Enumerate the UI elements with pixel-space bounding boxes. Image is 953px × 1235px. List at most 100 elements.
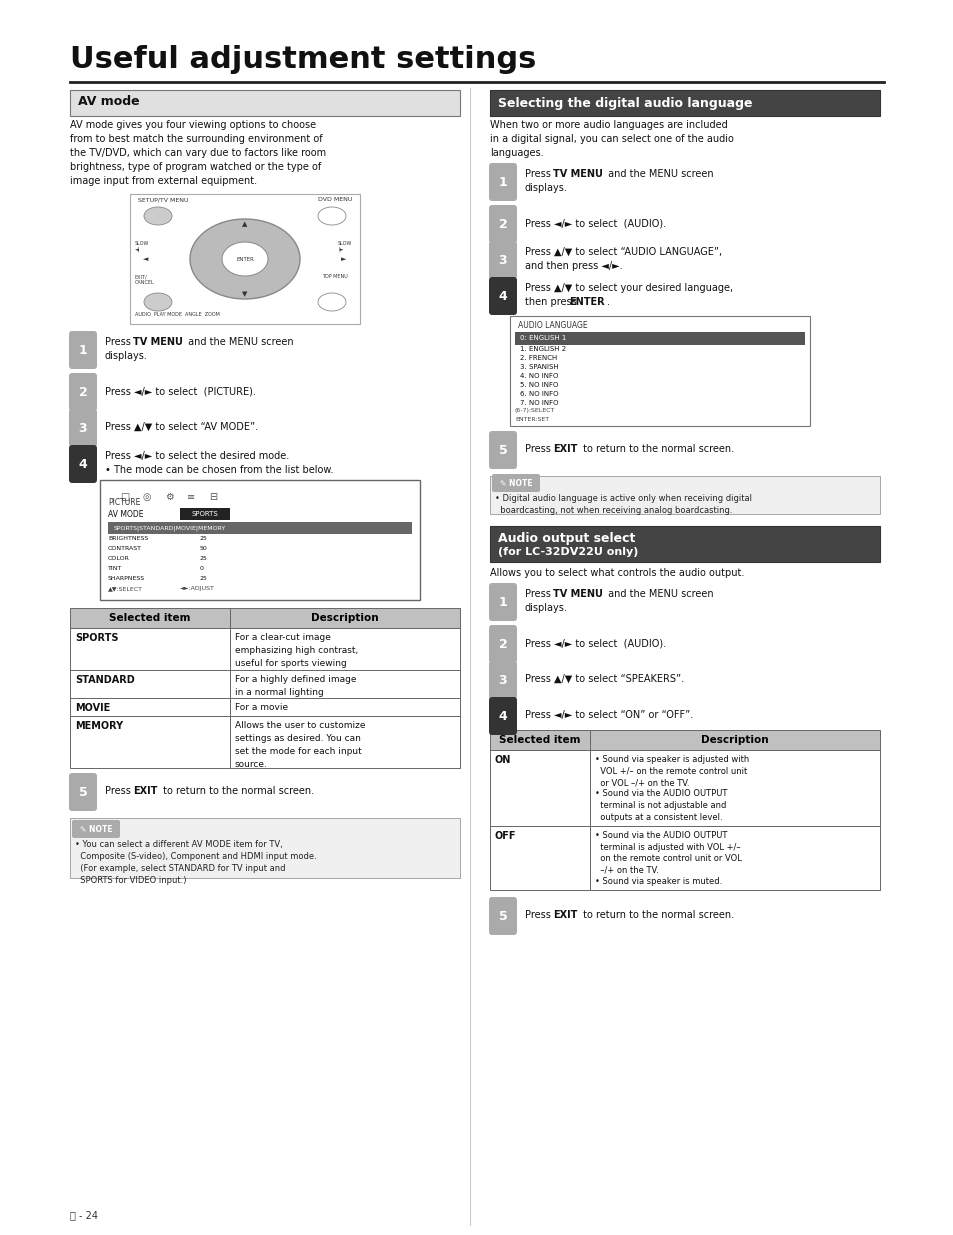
- Bar: [70, 818, 459, 878]
- Text: 5: 5: [498, 909, 507, 923]
- FancyBboxPatch shape: [489, 241, 517, 279]
- Text: AV mode gives you four viewing options to choose: AV mode gives you four viewing options t…: [70, 120, 315, 130]
- Bar: [108, 522, 412, 534]
- Text: For a highly defined image: For a highly defined image: [234, 676, 356, 684]
- Bar: [130, 194, 359, 324]
- Text: terminal is adjusted with VOL +/–: terminal is adjusted with VOL +/–: [595, 842, 740, 851]
- Text: Description: Description: [700, 735, 768, 745]
- Ellipse shape: [144, 207, 172, 225]
- Bar: [180, 508, 230, 520]
- Text: ◄: ◄: [143, 256, 149, 262]
- Text: ►: ►: [341, 256, 346, 262]
- Text: Allows you to select what controls the audio output.: Allows you to select what controls the a…: [490, 568, 743, 578]
- Text: 3: 3: [498, 673, 507, 687]
- Text: 5: 5: [78, 785, 88, 799]
- Bar: [70, 608, 230, 629]
- Text: Description: Description: [311, 613, 378, 622]
- Text: EXIT: EXIT: [553, 445, 577, 454]
- Text: 1: 1: [498, 595, 507, 609]
- Bar: [515, 332, 804, 345]
- FancyBboxPatch shape: [489, 205, 517, 243]
- Text: (6-7):SELECT: (6-7):SELECT: [515, 408, 555, 412]
- Text: PICTURE: PICTURE: [108, 498, 140, 508]
- Ellipse shape: [222, 242, 268, 275]
- Text: 5: 5: [498, 443, 507, 457]
- FancyBboxPatch shape: [489, 897, 517, 935]
- Text: and the MENU screen: and the MENU screen: [604, 589, 713, 599]
- Text: AV MODE: AV MODE: [108, 510, 143, 519]
- Text: displays.: displays.: [524, 603, 567, 613]
- FancyBboxPatch shape: [489, 431, 517, 469]
- Bar: [490, 750, 589, 826]
- Text: ▼: ▼: [242, 291, 248, 296]
- Text: Press ◄/► to select “ON” or “OFF”.: Press ◄/► to select “ON” or “OFF”.: [524, 710, 693, 720]
- Bar: [70, 671, 230, 698]
- Bar: [490, 826, 589, 890]
- Text: For a movie: For a movie: [234, 703, 288, 713]
- FancyBboxPatch shape: [489, 661, 517, 699]
- Text: AUDIO LANGUAGE: AUDIO LANGUAGE: [517, 321, 587, 330]
- FancyBboxPatch shape: [69, 773, 97, 811]
- Text: TOP MENU: TOP MENU: [322, 274, 348, 279]
- Text: ◄►:ADJUST: ◄►:ADJUST: [180, 585, 214, 592]
- Bar: [589, 750, 879, 826]
- Text: SPORTS: SPORTS: [192, 511, 218, 517]
- Ellipse shape: [144, 293, 172, 311]
- Text: ENTER:SET: ENTER:SET: [515, 417, 549, 422]
- Text: ▲▼:SELECT: ▲▼:SELECT: [108, 585, 143, 592]
- Text: Press ◄/► to select  (AUDIO).: Press ◄/► to select (AUDIO).: [524, 638, 665, 648]
- FancyBboxPatch shape: [492, 474, 539, 492]
- Text: Selected item: Selected item: [110, 613, 191, 622]
- Text: brightness, type of program watched or the type of: brightness, type of program watched or t…: [70, 162, 321, 172]
- FancyBboxPatch shape: [489, 697, 517, 735]
- Text: MEMORY: MEMORY: [75, 721, 123, 731]
- Text: from to best match the surrounding environment of: from to best match the surrounding envir…: [70, 135, 322, 144]
- FancyBboxPatch shape: [71, 820, 120, 839]
- Text: 25: 25: [200, 576, 208, 580]
- Text: • Sound via the AUDIO OUTPUT: • Sound via the AUDIO OUTPUT: [595, 789, 726, 799]
- Ellipse shape: [317, 293, 346, 311]
- Bar: [230, 629, 459, 671]
- Text: and then press ◄/►.: and then press ◄/►.: [524, 261, 622, 270]
- Text: TINT: TINT: [108, 566, 122, 571]
- Text: SLOW
|►: SLOW |►: [337, 241, 352, 252]
- Ellipse shape: [190, 219, 299, 299]
- Text: TV MENU: TV MENU: [553, 169, 602, 179]
- Text: the TV/DVD, which can vary due to factors like room: the TV/DVD, which can vary due to factor…: [70, 148, 326, 158]
- FancyBboxPatch shape: [489, 583, 517, 621]
- Text: MOVIE: MOVIE: [75, 703, 111, 713]
- Text: 2: 2: [78, 385, 88, 399]
- Bar: [510, 316, 809, 426]
- Text: Useful adjustment settings: Useful adjustment settings: [70, 44, 536, 74]
- Text: terminal is not adjustable and: terminal is not adjustable and: [595, 802, 725, 810]
- Text: EXIT: EXIT: [132, 785, 157, 797]
- Text: SHARPNESS: SHARPNESS: [108, 576, 145, 580]
- Text: Press: Press: [105, 785, 133, 797]
- Text: For a clear-cut image: For a clear-cut image: [234, 634, 331, 642]
- Text: Press ▲/▼ to select “AUDIO LANGUAGE”,: Press ▲/▼ to select “AUDIO LANGUAGE”,: [524, 247, 721, 257]
- Text: EXIT: EXIT: [553, 910, 577, 920]
- Text: then press: then press: [524, 296, 579, 308]
- Text: displays.: displays.: [524, 183, 567, 193]
- Text: 0: ENGLISH 1: 0: ENGLISH 1: [519, 335, 566, 341]
- FancyBboxPatch shape: [489, 625, 517, 663]
- Text: ⓔ - 24: ⓔ - 24: [70, 1210, 98, 1220]
- Text: 2. FRENCH: 2. FRENCH: [519, 354, 557, 361]
- Text: 25: 25: [200, 556, 208, 561]
- Text: 4: 4: [498, 709, 507, 722]
- Text: Press: Press: [105, 337, 133, 347]
- Text: Press: Press: [524, 589, 554, 599]
- Text: Press ◄/► to select  (AUDIO).: Press ◄/► to select (AUDIO).: [524, 219, 665, 228]
- Text: 4: 4: [78, 457, 88, 471]
- Text: 5. NO INFO: 5. NO INFO: [519, 382, 558, 388]
- Text: 7. NO INFO: 7. NO INFO: [519, 400, 558, 406]
- Text: or VOL –/+ on the TV.: or VOL –/+ on the TV.: [595, 778, 689, 787]
- Text: ENTER: ENTER: [568, 296, 604, 308]
- Text: boardcasting, not when receiving analog boardcasting.: boardcasting, not when receiving analog …: [495, 506, 732, 515]
- Text: 4: 4: [498, 289, 507, 303]
- Text: 50: 50: [200, 546, 208, 551]
- Text: 4. NO INFO: 4. NO INFO: [519, 373, 558, 379]
- Text: • Sound via the AUDIO OUTPUT: • Sound via the AUDIO OUTPUT: [595, 831, 726, 840]
- Text: (For example, select STANDARD for TV input and: (For example, select STANDARD for TV inp…: [75, 864, 285, 873]
- Text: Press ▲/▼ to select your desired language,: Press ▲/▼ to select your desired languag…: [524, 283, 732, 293]
